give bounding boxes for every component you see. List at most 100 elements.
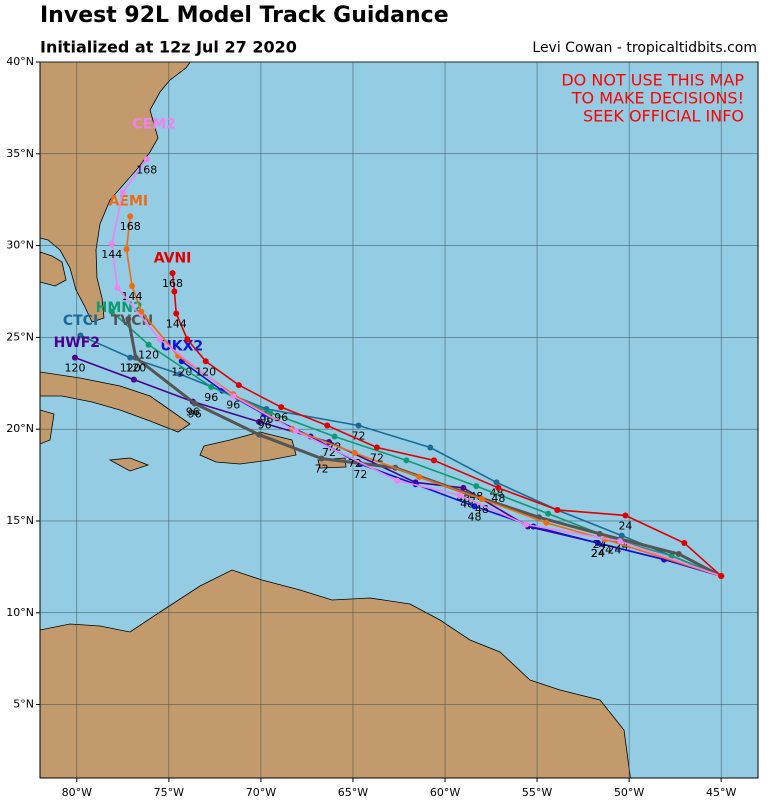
track-point (594, 540, 601, 547)
track-point (145, 341, 152, 348)
x-tick-label: 60°W (430, 786, 460, 799)
track-line (80, 334, 722, 577)
track-point (130, 376, 137, 383)
hour-label: 96 (226, 398, 240, 411)
south-america (40, 569, 631, 778)
y-tick-label: 35°N (6, 147, 34, 160)
track-point (71, 354, 78, 361)
track-point (616, 538, 623, 545)
track-point (523, 521, 530, 528)
yucatan (40, 409, 55, 445)
track-point (403, 457, 410, 464)
model-label: CEM2 (132, 116, 176, 132)
hour-label: 120 (120, 362, 141, 375)
model-label: HWF2 (54, 335, 100, 351)
hour-label: 24 (618, 519, 632, 532)
track-line (110, 158, 722, 577)
hour-label: 24 (607, 543, 621, 556)
x-tick-label: 65°W (338, 786, 368, 799)
track-point (77, 332, 84, 339)
track-point (156, 336, 163, 343)
cuba (40, 371, 191, 433)
track-point (324, 422, 331, 429)
track-point (230, 393, 237, 400)
track-point (460, 484, 467, 491)
model-label: AVNI (154, 250, 192, 266)
track-point (416, 473, 423, 480)
track-point (235, 382, 242, 389)
warning-line: DO NOT USE THIS MAP (561, 71, 744, 90)
subtitle: Initialized at 12z Jul 27 2020 (40, 38, 297, 57)
track-point (495, 484, 502, 491)
track-point (318, 455, 325, 462)
x-tick-label: 50°W (614, 786, 644, 799)
track-point (622, 512, 629, 519)
model-label: AEMI (109, 194, 149, 210)
hour-label: 72 (370, 452, 384, 465)
track-point (108, 308, 115, 315)
y-tick-label: 10°N (6, 606, 34, 619)
hour-label: 24 (598, 543, 612, 556)
y-tick-label: 15°N (6, 514, 34, 527)
x-tick-label: 80°W (62, 786, 92, 799)
track-point (596, 530, 603, 537)
track-point (256, 431, 263, 438)
track-point (430, 457, 437, 464)
track-point (267, 409, 274, 416)
track-point (675, 551, 682, 558)
hour-label: 96 (204, 391, 218, 404)
north-america (40, 62, 191, 323)
warning-line: TO MAKE DECISIONS! (571, 89, 744, 108)
track-point (202, 358, 209, 365)
track-point (545, 510, 552, 517)
hour-label: 96 (258, 418, 272, 431)
hour-label: 48 (491, 492, 505, 505)
track-point (108, 240, 115, 247)
track-point (208, 383, 215, 390)
hour-label: 72 (315, 463, 329, 476)
warning-line: SEEK OFFICIAL INFO (583, 107, 744, 126)
track-point (427, 444, 434, 451)
model-label: UKX2 (160, 339, 203, 355)
track-point (543, 519, 550, 526)
hour-label: 168 (162, 277, 183, 290)
track-point (478, 495, 485, 502)
track-point (394, 477, 401, 484)
track-point (278, 404, 285, 411)
hour-label: 72 (353, 468, 367, 481)
track-point (127, 354, 134, 361)
track-point (256, 418, 263, 425)
x-tick-label: 55°W (522, 786, 552, 799)
hour-label: 72 (348, 457, 362, 470)
credit: Levi Cowan - tropicaltidbits.com (532, 40, 757, 56)
hour-label: 120 (195, 365, 216, 378)
hour-label: 96 (188, 407, 202, 420)
track-point (132, 354, 139, 361)
track-point (668, 552, 675, 559)
hour-label: 72 (351, 430, 365, 443)
track-point (718, 573, 725, 580)
hour-label: 120 (125, 362, 146, 375)
track-point (554, 506, 561, 513)
hour-label: 24 (591, 547, 605, 560)
track-point (129, 282, 136, 289)
track-point (493, 479, 500, 486)
track-point (169, 270, 176, 277)
track-point (127, 213, 134, 220)
gulf-coast (40, 251, 67, 287)
hour-label: 144 (166, 318, 187, 331)
track-point (176, 371, 183, 378)
y-tick-label: 20°N (6, 422, 34, 435)
track-point (119, 189, 126, 196)
y-tick-label: 30°N (6, 239, 34, 252)
track-point (471, 503, 478, 510)
title: Invest 92L Model Track Guidance (40, 3, 449, 28)
track-point (456, 492, 463, 499)
track-point (138, 308, 145, 315)
track-point (125, 316, 132, 323)
y-tick-label: 40°N (6, 55, 34, 68)
x-tick-label: 70°W (246, 786, 276, 799)
hour-label: 120 (138, 349, 159, 362)
track-point (618, 532, 625, 539)
